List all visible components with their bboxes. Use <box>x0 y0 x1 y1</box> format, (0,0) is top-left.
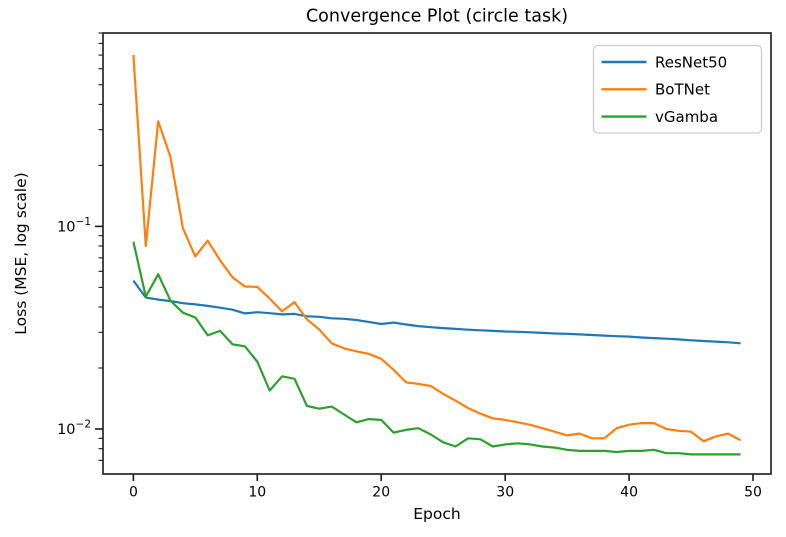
legend-label-resnet50: ResNet50 <box>655 53 727 71</box>
legend-label-vgamba: vGamba <box>655 108 718 126</box>
x-tick-label: 0 <box>129 485 138 501</box>
chart-title: Convergence Plot (circle task) <box>306 7 568 27</box>
y-tick-exponent: −2 <box>76 419 91 431</box>
x-tick-label: 40 <box>620 485 638 501</box>
legend-items: ResNet50 BoTNet vGamba <box>601 53 727 126</box>
y-tick-label: 10−1 <box>57 216 91 236</box>
series-lines <box>132 55 742 456</box>
x-tick-label: 50 <box>744 485 762 501</box>
x-tick-label: 30 <box>496 485 514 501</box>
x-axis-label: Epoch <box>413 505 460 523</box>
series-line-resnet50 <box>132 279 741 345</box>
x-tick-label: 10 <box>248 485 266 501</box>
x-tick-label: 20 <box>372 485 390 501</box>
y-tick-label: 10−2 <box>57 419 91 439</box>
legend-box <box>592 44 763 134</box>
y-major-ticks: 10−110−2 <box>57 216 103 438</box>
y-axis-label: Loss (MSE, log scale) <box>12 172 30 334</box>
y-tick-base: 10 <box>57 422 75 438</box>
y-tick-base: 10 <box>57 219 75 235</box>
series-line-botnet <box>132 55 742 443</box>
y-minor-ticks <box>98 32 103 461</box>
x-ticks: 0 10 20 30 40 50 <box>129 474 762 501</box>
legend-label-botnet: BoTNet <box>655 81 710 99</box>
series-line-vgamba <box>132 241 741 456</box>
y-tick-exponent: −1 <box>76 216 91 228</box>
legend: ResNet50 BoTNet vGamba <box>592 44 763 134</box>
